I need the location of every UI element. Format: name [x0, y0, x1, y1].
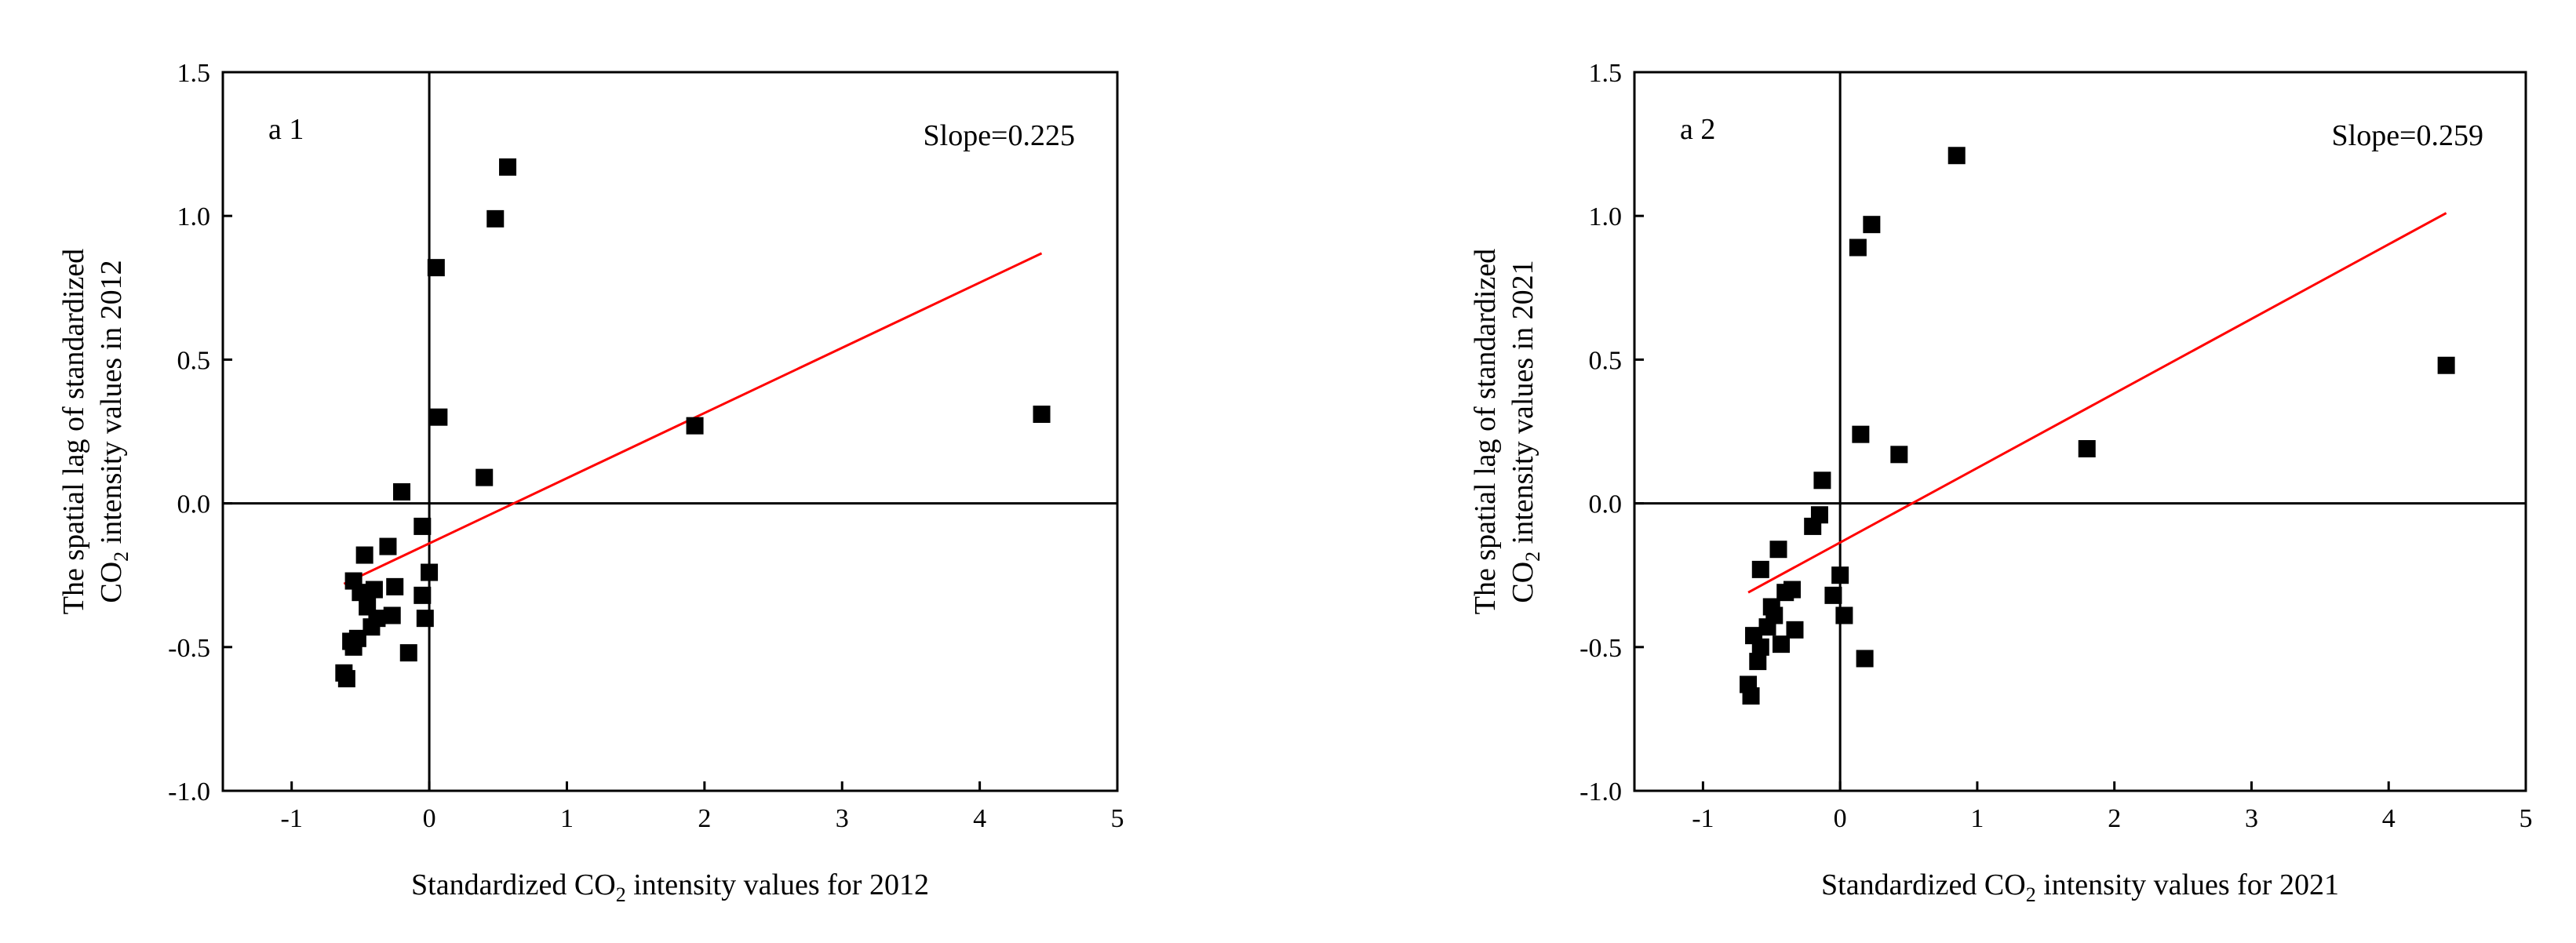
- x-tick-label: 5: [1111, 804, 1124, 833]
- data-point: [1751, 638, 1769, 656]
- data-point: [1849, 238, 1867, 257]
- data-point: [1810, 506, 1828, 524]
- data-point: [1835, 606, 1853, 624]
- data-point: [1033, 406, 1051, 424]
- data-point: [430, 408, 448, 426]
- data-point: [686, 417, 704, 435]
- data-point: [414, 586, 432, 604]
- x-tick-label: 1: [1970, 804, 1984, 833]
- slope-annotation: Slope=0.225: [924, 119, 1076, 152]
- data-point: [1742, 687, 1760, 705]
- y-tick-label: 1.5: [177, 59, 211, 88]
- y-tick-label: -0.5: [1579, 634, 1622, 663]
- data-point: [1773, 635, 1791, 654]
- y-tick-label: 1.0: [1589, 202, 1623, 231]
- y-axis-title-line-1: The spatial lag of standardized: [1469, 249, 1502, 614]
- data-point: [1831, 566, 1849, 584]
- x-tick-label: 0: [1834, 804, 1847, 833]
- data-point: [1890, 446, 1908, 464]
- data-point: [486, 209, 505, 228]
- data-point: [368, 610, 386, 628]
- data-point: [383, 606, 401, 624]
- data-point: [414, 517, 432, 535]
- data-point: [1947, 147, 1966, 165]
- y-tick-label: -0.5: [168, 634, 210, 663]
- x-tick-label: 3: [2245, 804, 2258, 833]
- y-tick-label: 0.0: [177, 490, 211, 519]
- data-point: [1751, 560, 1769, 578]
- y-axis-title-line-2: CO2 intensity values in 2012: [95, 260, 133, 603]
- x-axis-title: Standardized CO2 intensity values for 20…: [1821, 868, 2339, 906]
- y-tick-label: -1.0: [168, 777, 210, 806]
- x-tick-label: -1: [281, 804, 303, 833]
- data-point: [475, 468, 494, 486]
- fit-line: [1747, 212, 2447, 594]
- data-point: [2078, 439, 2096, 457]
- data-point: [348, 629, 366, 647]
- data-point: [499, 158, 517, 176]
- data-point: [355, 546, 373, 564]
- y-tick-label: 1.5: [1589, 59, 1623, 88]
- y-tick-label: -1.0: [1579, 777, 1622, 806]
- data-point: [352, 584, 370, 602]
- panel-label: a 2: [1680, 113, 1715, 146]
- data-point: [1769, 541, 1787, 559]
- data-point: [1786, 621, 1804, 639]
- data-point: [416, 610, 434, 628]
- data-point: [1749, 653, 1767, 671]
- data-point: [399, 644, 417, 662]
- data-point: [421, 563, 439, 581]
- data-point: [427, 259, 445, 277]
- data-point: [379, 537, 397, 555]
- scatter-panel-2021: -1 0 1 2 3 4 5 -1.0 -0.5 0.0 0.5 1.0 1.5 a 2 Slope=0.…: [1469, 59, 2533, 906]
- scatter-panel-2012: -1 0 1 2 3 4 5 -1.0 -0.5 0.0 0.5 1.0 1.5 a 1 Slope=0.…: [57, 59, 1124, 906]
- data-point: [1824, 586, 1842, 604]
- plot-frame: [1633, 71, 2527, 792]
- y-tick-label: 0.5: [1589, 346, 1623, 375]
- data-point: [393, 482, 410, 501]
- x-tick-label: 5: [2520, 804, 2533, 833]
- data-point: [1856, 650, 1874, 668]
- data-point: [386, 577, 404, 595]
- slope-annotation: Slope=0.259: [2332, 119, 2484, 152]
- data-point: [2437, 356, 2455, 374]
- y-tick-label: 0.0: [1589, 490, 1623, 519]
- x-tick-label: 4: [2382, 804, 2396, 833]
- data-point: [1813, 472, 1831, 490]
- data-point: [365, 581, 383, 599]
- x-tick-label: 4: [973, 804, 986, 833]
- x-tick-label: -1: [1692, 804, 1714, 833]
- y-tick-label: 1.0: [177, 202, 211, 231]
- y-tick-label: 0.5: [177, 346, 211, 375]
- x-tick-label: 2: [698, 804, 711, 833]
- x-tick-label: 2: [2108, 804, 2121, 833]
- x-tick-label: 1: [560, 804, 574, 833]
- data-point: [1852, 425, 1870, 443]
- data-point: [337, 670, 355, 688]
- y-axis-title-line-2: CO2 intensity values in 2021: [1507, 260, 1544, 603]
- x-tick-label: 0: [423, 804, 436, 833]
- x-axis-title: Standardized CO2 intensity values for 20…: [411, 868, 929, 906]
- data-point: [1783, 581, 1801, 599]
- data-point: [1863, 216, 1881, 234]
- data-point: [1765, 606, 1784, 624]
- y-axis-title-line-1: The spatial lag of standardized: [57, 249, 90, 614]
- x-tick-label: 3: [836, 804, 849, 833]
- plot-frame: [221, 71, 1119, 792]
- panel-label: a 1: [268, 113, 304, 146]
